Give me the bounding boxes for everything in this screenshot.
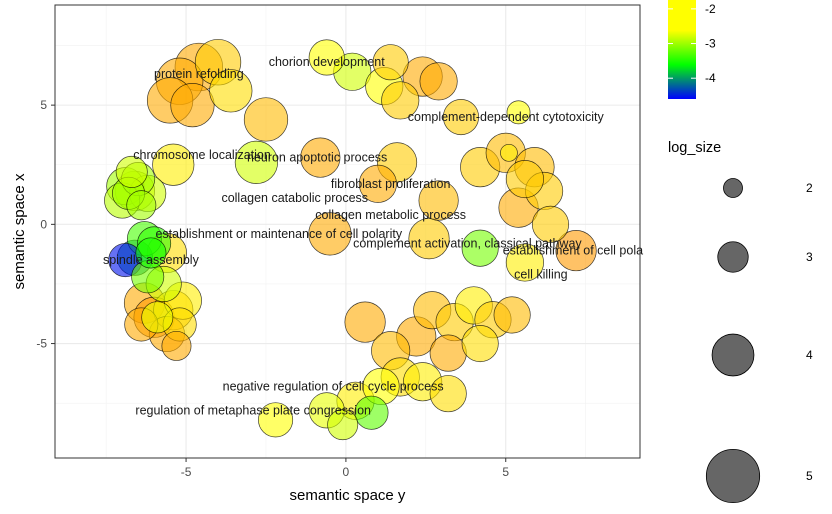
bubble-point xyxy=(152,143,195,186)
bubble-point xyxy=(161,330,192,361)
bubble-point xyxy=(493,296,531,334)
bubble-point xyxy=(258,402,294,438)
y-tick-label: 0 xyxy=(40,217,47,231)
x-tick-label: 0 xyxy=(343,465,350,479)
bubble-point xyxy=(135,237,167,269)
bubble-point xyxy=(141,301,174,334)
panel-border xyxy=(54,4,641,459)
bubble-point xyxy=(327,409,359,441)
size-legend-title: log_size xyxy=(668,140,721,156)
bubble-point xyxy=(300,137,341,178)
bubble-point xyxy=(429,334,467,372)
colorbar-tick-label: -2 xyxy=(705,2,716,16)
bubble-point xyxy=(461,325,499,363)
term-label: regulation of metaphase plate congressio… xyxy=(135,403,371,417)
bubble-point xyxy=(531,205,570,243)
bubble-point xyxy=(354,395,389,430)
bubble-point xyxy=(505,159,544,199)
colorbar-tick-label: -3 xyxy=(705,37,716,51)
term-label: establishment of cell pola xyxy=(503,244,643,258)
size-legend-circle xyxy=(723,178,743,198)
term-label: collagen metabolic process xyxy=(315,208,466,222)
term-label: negative regulation of cell cycle proces… xyxy=(223,379,444,393)
bubble-point xyxy=(408,218,450,260)
bubble-point xyxy=(505,243,544,282)
size-legend-label: 5 xyxy=(806,469,813,483)
bubble-point xyxy=(234,140,278,184)
bubble-point xyxy=(372,44,409,81)
bubble-point xyxy=(381,81,420,120)
bubble-point xyxy=(442,99,480,136)
y-tick-label: -5 xyxy=(36,337,47,351)
term-label: cell killing xyxy=(514,267,568,281)
term-label: collagen catabolic process xyxy=(221,191,368,205)
term-label: chorion development xyxy=(269,55,386,69)
axes: -5 0 5 -5 0 5 xyxy=(36,4,641,479)
colorbar-tick-label: -4 xyxy=(705,71,716,85)
bubble-point xyxy=(358,164,397,203)
term-label: complement activation, classical pathway xyxy=(353,236,582,250)
bubble-point xyxy=(308,212,352,256)
bubble-point xyxy=(506,100,531,125)
y-axis-title: semantic space x xyxy=(11,173,28,289)
bubble-point xyxy=(126,190,157,221)
bubble-point xyxy=(209,69,253,113)
bubble-point xyxy=(555,229,597,272)
term-label: complement-dependent cytotoxicity xyxy=(408,110,605,124)
colorbar xyxy=(668,0,696,99)
size-legend-circle xyxy=(717,241,749,273)
term-labels: protein refolding chorion development comp… xyxy=(103,55,643,417)
bubble-point xyxy=(500,143,518,162)
bubble-point xyxy=(419,62,458,101)
bubble-point xyxy=(344,301,386,343)
term-label: protein refolding xyxy=(154,67,244,81)
color-legend: -2 -3 -4 xyxy=(668,0,716,99)
size-legend: 2 3 4 5 xyxy=(705,178,813,504)
size-legend-circle xyxy=(705,448,761,504)
bubble-point xyxy=(429,375,467,413)
x-axis-title: semantic space y xyxy=(290,487,406,504)
bubble-point xyxy=(170,83,215,128)
size-legend-label: 4 xyxy=(806,348,813,362)
bubble-point xyxy=(308,39,345,76)
bubbles xyxy=(104,39,597,441)
term-label: neuron apoptotic process xyxy=(247,151,387,165)
term-label: chromosome localization xyxy=(133,148,271,162)
bubble-point xyxy=(243,97,289,142)
bubble-point xyxy=(461,229,499,267)
x-tick-label: -5 xyxy=(181,465,192,479)
size-legend-circle xyxy=(711,333,755,377)
term-label: fibroblast proliferation xyxy=(331,177,451,191)
term-label: spindle assembly xyxy=(103,253,200,267)
y-tick-label: 5 xyxy=(40,98,47,112)
x-tick-label: 5 xyxy=(502,465,509,479)
term-label: establishment or maintenance of cell pol… xyxy=(155,227,402,241)
size-legend-label: 3 xyxy=(806,250,813,264)
size-legend-label: 2 xyxy=(806,181,813,195)
bubble-point xyxy=(115,155,148,188)
bubble-point xyxy=(418,180,459,221)
